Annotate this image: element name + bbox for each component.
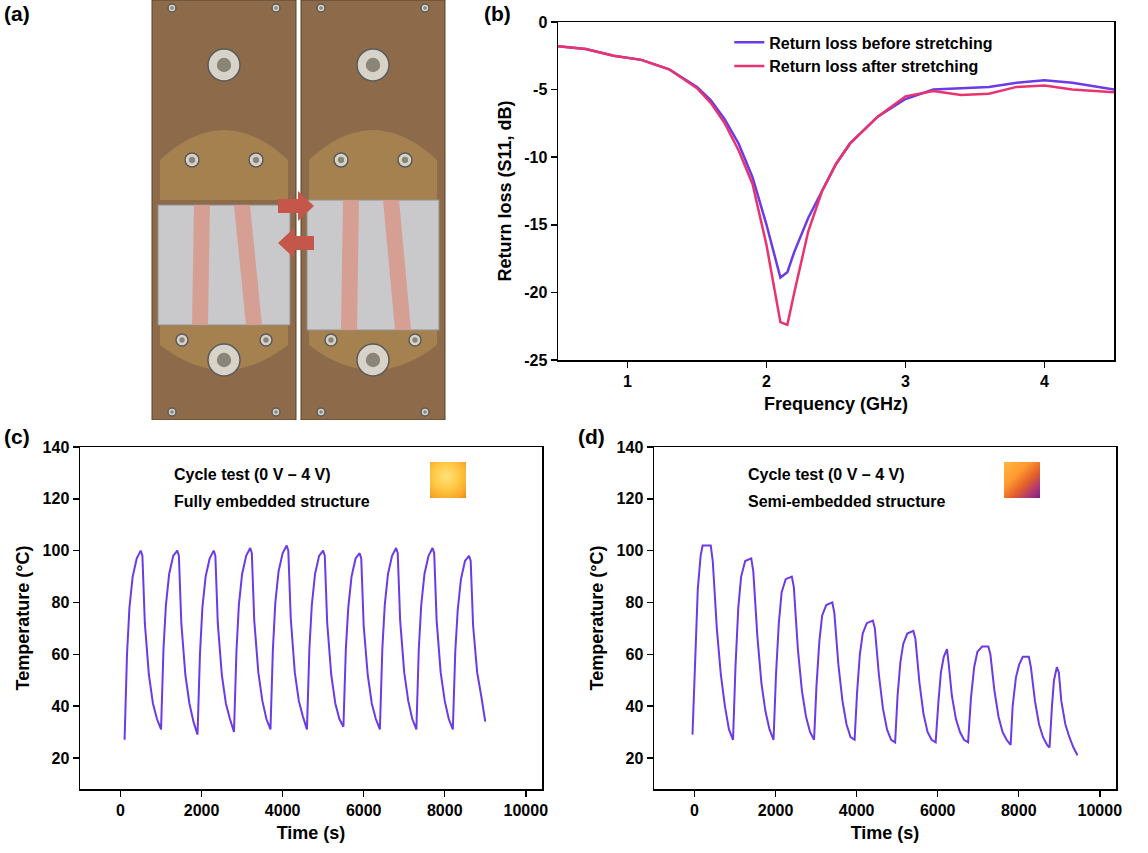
svg-text:140: 140 (617, 439, 644, 456)
svg-text:10000: 10000 (504, 802, 549, 819)
svg-text:4000: 4000 (839, 802, 875, 819)
svg-text:Cycle test (0 V – 4 V): Cycle test (0 V – 4 V) (174, 466, 331, 483)
svg-text:Fully embedded structure: Fully embedded structure (174, 493, 370, 510)
html-text:(c): (c) (4, 425, 30, 448)
svg-text:80: 80 (626, 594, 644, 611)
html-text:(b): (b) (484, 2, 511, 25)
svg-text:Time (s): Time (s) (851, 823, 920, 843)
svg-text:0: 0 (538, 14, 547, 31)
svg-text:100: 100 (43, 542, 70, 559)
svg-text:8000: 8000 (427, 802, 463, 819)
svg-text:20: 20 (52, 750, 70, 767)
svg-text:2: 2 (762, 373, 771, 390)
svg-text:Temperature (°C): Temperature (°C) (587, 546, 607, 691)
svg-text:3: 3 (901, 373, 910, 390)
svg-text:60: 60 (52, 646, 70, 663)
svg-text:Semi-embedded structure: Semi-embedded structure (748, 493, 945, 510)
svg-text:40: 40 (52, 698, 70, 715)
svg-text:4: 4 (1040, 373, 1049, 390)
svg-text:-5: -5 (533, 81, 547, 98)
svg-text:Return loss (S11, dB): Return loss (S11, dB) (495, 100, 515, 281)
svg-text:120: 120 (43, 490, 70, 507)
svg-text:1: 1 (623, 373, 632, 390)
svg-text:40: 40 (626, 698, 644, 715)
svg-text:2000: 2000 (184, 802, 220, 819)
svg-text:-10: -10 (524, 149, 547, 166)
svg-text:0: 0 (116, 802, 125, 819)
svg-text:Cycle test (0 V – 4 V): Cycle test (0 V – 4 V) (748, 466, 905, 483)
svg-text:Time (s): Time (s) (277, 823, 346, 843)
svg-text:Temperature (°C): Temperature (°C) (13, 546, 33, 691)
svg-text:10000: 10000 (1078, 802, 1123, 819)
svg-text:Return loss after stretching: Return loss after stretching (769, 58, 978, 75)
svg-text:8000: 8000 (1001, 802, 1037, 819)
svg-text:140: 140 (43, 439, 70, 456)
svg-text:100: 100 (617, 542, 644, 559)
svg-text:-20: -20 (524, 284, 547, 301)
svg-text:60: 60 (626, 646, 644, 663)
svg-text:20: 20 (626, 750, 644, 767)
svg-text:120: 120 (617, 490, 644, 507)
html-text:(d): (d) (578, 425, 605, 448)
svg-text:-25: -25 (524, 352, 547, 369)
svg-text:2000: 2000 (758, 802, 794, 819)
svg-text:Frequency (GHz): Frequency (GHz) (764, 394, 908, 414)
svg-text:6000: 6000 (346, 802, 382, 819)
html-text:(a): (a) (4, 2, 30, 25)
svg-text:-15: -15 (524, 216, 547, 233)
svg-text:Return loss before stretching: Return loss before stretching (769, 35, 992, 52)
svg-text:80: 80 (52, 594, 70, 611)
svg-text:6000: 6000 (920, 802, 956, 819)
svg-text:0: 0 (690, 802, 699, 819)
svg-text:4000: 4000 (265, 802, 301, 819)
